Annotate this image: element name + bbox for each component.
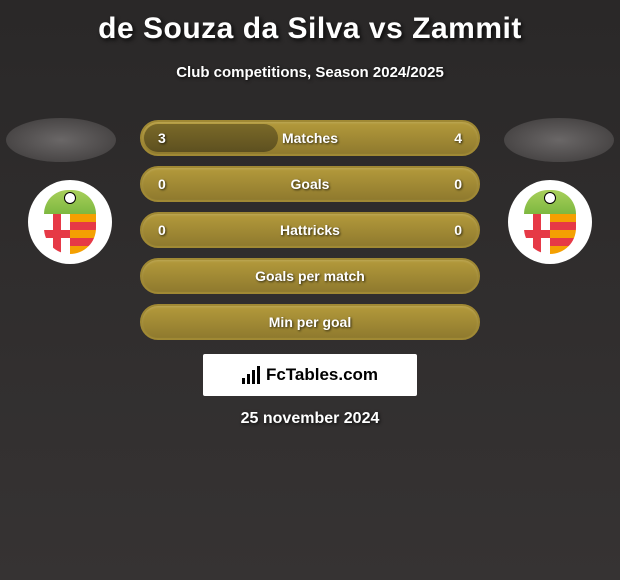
shield-icon	[524, 190, 576, 254]
stat-rows-container: 3 Matches 4 0 Goals 0 0 Hattricks 0 Goal…	[140, 120, 480, 340]
stat-value-left: 0	[158, 222, 166, 238]
shield-icon	[44, 190, 96, 254]
stat-label: Goals	[291, 176, 330, 192]
page-title: de Souza da Silva vs Zammit	[0, 0, 620, 46]
subtitle: Club competitions, Season 2024/2025	[0, 64, 620, 81]
stat-value-right: 0	[454, 222, 462, 238]
club-badge-right	[508, 180, 592, 264]
stat-row-goals: 0 Goals 0	[140, 166, 480, 202]
branding-label: FcTables.com	[266, 365, 378, 385]
stat-row-min-per-goal: Min per goal	[140, 304, 480, 340]
stat-value-right: 4	[454, 130, 462, 146]
player-portrait-right	[504, 118, 614, 162]
club-badge-left	[28, 180, 112, 264]
stat-label: Hattricks	[280, 222, 340, 238]
stat-value-left: 3	[158, 130, 166, 146]
stat-label: Matches	[282, 130, 338, 146]
date-text: 25 november 2024	[241, 410, 380, 428]
stat-label: Min per goal	[269, 314, 351, 330]
stat-label: Goals per match	[255, 268, 365, 284]
stat-row-matches: 3 Matches 4	[140, 120, 480, 156]
stat-row-goals-per-match: Goals per match	[140, 258, 480, 294]
branding-box[interactable]: FcTables.com	[203, 354, 417, 396]
stat-value-right: 0	[454, 176, 462, 192]
stat-value-left: 0	[158, 176, 166, 192]
player-portrait-left	[6, 118, 116, 162]
bar-chart-icon	[242, 366, 260, 384]
stat-row-hattricks: 0 Hattricks 0	[140, 212, 480, 248]
